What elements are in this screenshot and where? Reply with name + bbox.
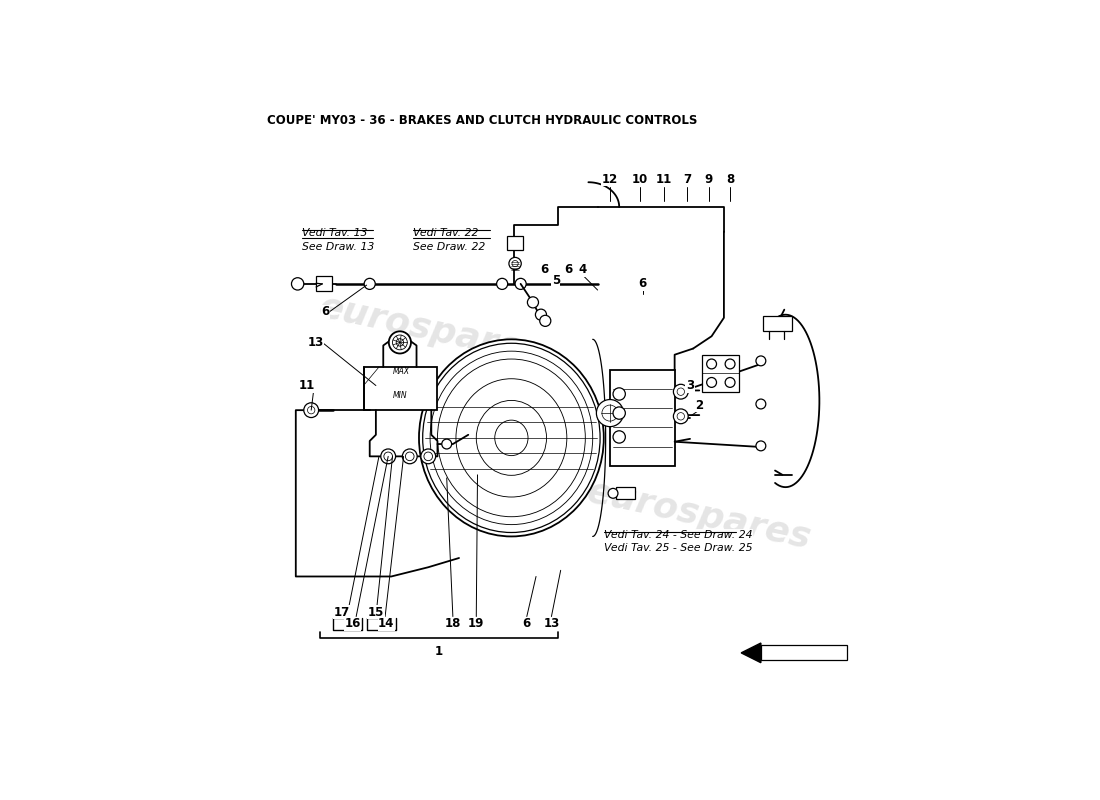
Text: 17: 17 xyxy=(334,606,350,618)
Text: MAX: MAX xyxy=(393,367,409,377)
Circle shape xyxy=(673,409,689,424)
Text: 3: 3 xyxy=(686,379,694,392)
Text: 6: 6 xyxy=(540,263,548,276)
Text: 19: 19 xyxy=(469,618,484,630)
Text: 10: 10 xyxy=(631,173,648,186)
Text: Vedi Tav. 22
See Draw. 22: Vedi Tav. 22 See Draw. 22 xyxy=(412,229,485,252)
Text: 18: 18 xyxy=(444,618,461,630)
Text: 5: 5 xyxy=(551,274,560,287)
Circle shape xyxy=(403,449,417,464)
Text: 13: 13 xyxy=(543,618,560,630)
Text: 4: 4 xyxy=(579,263,586,276)
Circle shape xyxy=(421,449,436,464)
Text: eurospares: eurospares xyxy=(316,290,547,370)
Bar xyxy=(762,316,792,331)
Text: 7: 7 xyxy=(683,173,691,186)
Bar xyxy=(507,237,524,250)
Text: 11: 11 xyxy=(656,173,672,186)
Circle shape xyxy=(424,452,432,461)
Circle shape xyxy=(706,359,716,369)
Circle shape xyxy=(381,449,396,464)
Ellipse shape xyxy=(419,339,604,537)
Circle shape xyxy=(673,384,689,399)
Polygon shape xyxy=(761,646,847,660)
Circle shape xyxy=(384,452,393,461)
Text: COUPE' MY03 - 36 - BRAKES AND CLUTCH HYDRAULIC CONTROLS: COUPE' MY03 - 36 - BRAKES AND CLUTCH HYD… xyxy=(267,114,697,127)
Circle shape xyxy=(725,359,735,369)
Text: 2: 2 xyxy=(695,398,703,412)
Text: 6: 6 xyxy=(564,263,572,276)
Bar xyxy=(316,277,331,291)
Circle shape xyxy=(613,407,625,419)
Circle shape xyxy=(527,297,539,308)
Text: 6: 6 xyxy=(638,278,647,290)
Text: 6: 6 xyxy=(321,305,330,318)
Circle shape xyxy=(608,488,618,498)
Circle shape xyxy=(304,402,319,418)
Circle shape xyxy=(756,399,766,409)
Text: 14: 14 xyxy=(378,618,395,630)
Text: 6: 6 xyxy=(522,618,531,630)
Circle shape xyxy=(540,315,551,326)
Circle shape xyxy=(442,439,452,449)
Circle shape xyxy=(536,309,547,320)
Text: 1: 1 xyxy=(434,645,443,658)
Text: 15: 15 xyxy=(367,606,384,618)
Circle shape xyxy=(725,378,735,387)
Circle shape xyxy=(509,258,521,270)
Bar xyxy=(702,354,739,392)
Circle shape xyxy=(292,278,304,290)
Text: eurospares: eurospares xyxy=(584,474,815,555)
Circle shape xyxy=(613,388,625,400)
Text: 16: 16 xyxy=(344,618,361,630)
Text: Vedi Tav. 24 - See Draw. 24
Vedi Tav. 25 - See Draw. 25: Vedi Tav. 24 - See Draw. 24 Vedi Tav. 25… xyxy=(604,530,752,554)
Bar xyxy=(616,487,635,499)
Circle shape xyxy=(406,452,414,461)
Circle shape xyxy=(756,441,766,451)
Polygon shape xyxy=(363,367,438,410)
Circle shape xyxy=(706,378,716,387)
Text: 9: 9 xyxy=(704,173,713,186)
Text: 12: 12 xyxy=(602,173,618,186)
Text: 13: 13 xyxy=(307,336,323,349)
Circle shape xyxy=(364,278,375,290)
Text: 8: 8 xyxy=(726,173,734,186)
Text: Vedi Tav. 13
See Draw. 13: Vedi Tav. 13 See Draw. 13 xyxy=(301,229,374,252)
Circle shape xyxy=(596,399,624,426)
Circle shape xyxy=(756,356,766,366)
Circle shape xyxy=(496,278,508,290)
Circle shape xyxy=(613,430,625,443)
Bar xyxy=(609,370,674,466)
Text: 11: 11 xyxy=(299,379,315,392)
Polygon shape xyxy=(741,643,761,662)
Text: MIN: MIN xyxy=(393,391,407,400)
Circle shape xyxy=(388,331,411,354)
Circle shape xyxy=(515,278,526,290)
